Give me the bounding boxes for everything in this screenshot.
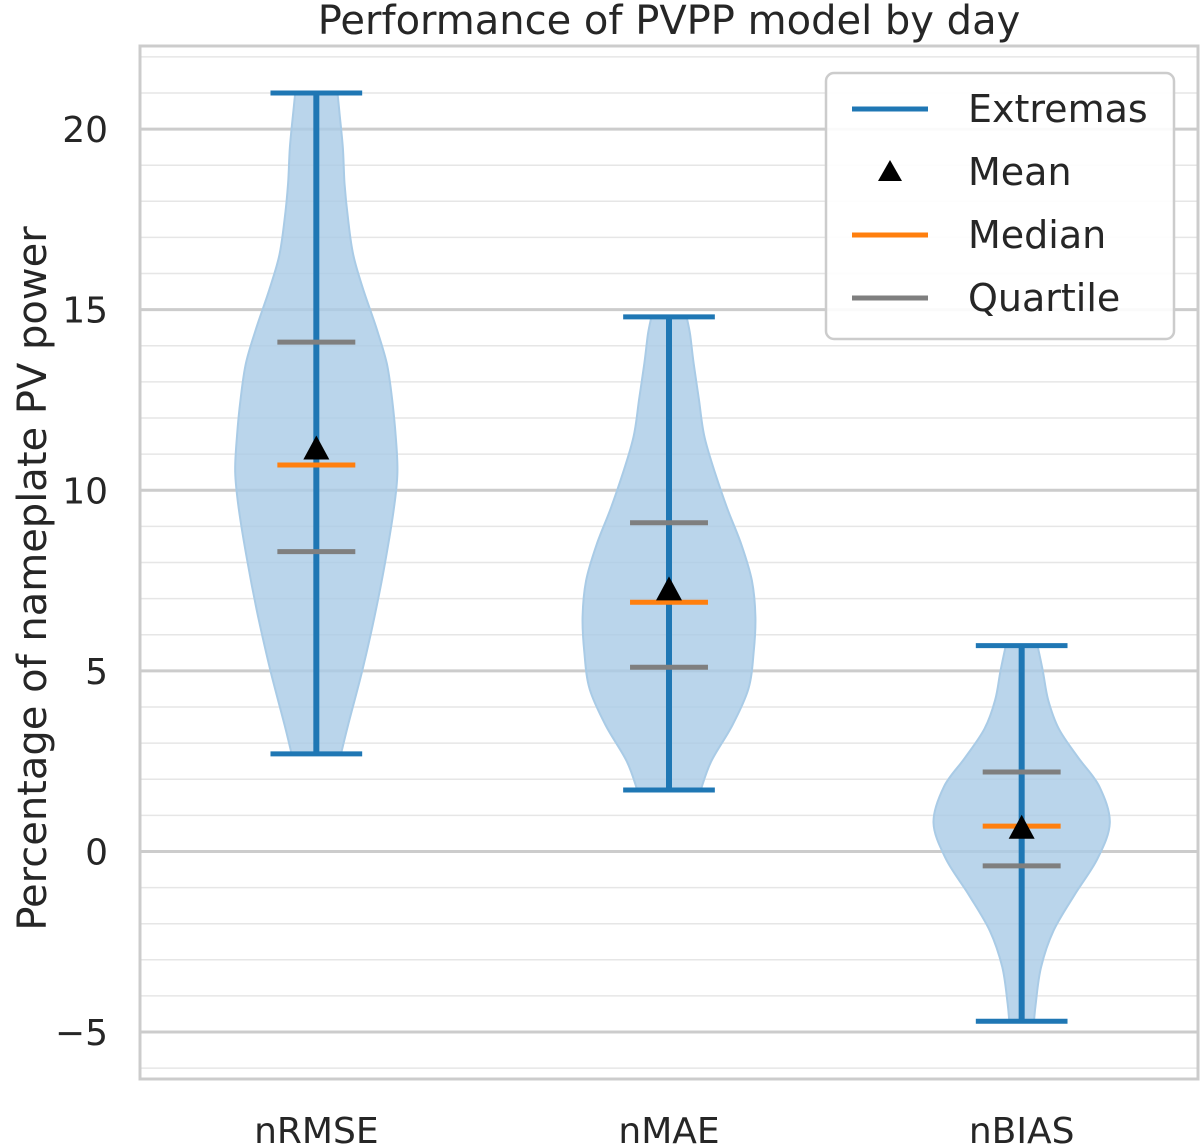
y-axis-label: Percentage of nameplate PV power <box>10 226 56 931</box>
mean-marker <box>1008 814 1035 839</box>
legend-box <box>824 71 1176 341</box>
y-tick-label: 20 <box>62 110 108 151</box>
legend-label: Median <box>968 213 1106 257</box>
y-tick-label: 0 <box>85 832 108 873</box>
x-tick-label: nMAE <box>618 1111 719 1147</box>
y-tick-label: 10 <box>62 471 108 512</box>
chart-title: Performance of PVPP model by day <box>318 0 1021 44</box>
x-tick-label: nRMSE <box>254 1111 379 1147</box>
y-tick-label: 15 <box>62 291 108 332</box>
plot-frame <box>138 44 1200 1081</box>
legend-label: Quartile <box>968 276 1120 320</box>
y-tick-label: −5 <box>55 1013 108 1054</box>
legend-mean-icon <box>878 160 902 181</box>
mean-marker <box>303 435 330 460</box>
legend-label: Extremas <box>968 87 1148 131</box>
legend: Extremas Mean Median Quartile <box>824 71 1176 341</box>
violin-statistics <box>270 90 1068 1024</box>
mean-marker <box>656 576 682 601</box>
y-tick-label: 5 <box>85 652 108 693</box>
legend-label: Mean <box>968 150 1072 194</box>
x-tick-label: nBIAS <box>969 1111 1075 1147</box>
x-axis-ticks: nRMSE nMAE nBIAS <box>254 1111 1074 1147</box>
y-axis-ticks: −5 0 5 10 15 20 <box>55 110 108 1054</box>
